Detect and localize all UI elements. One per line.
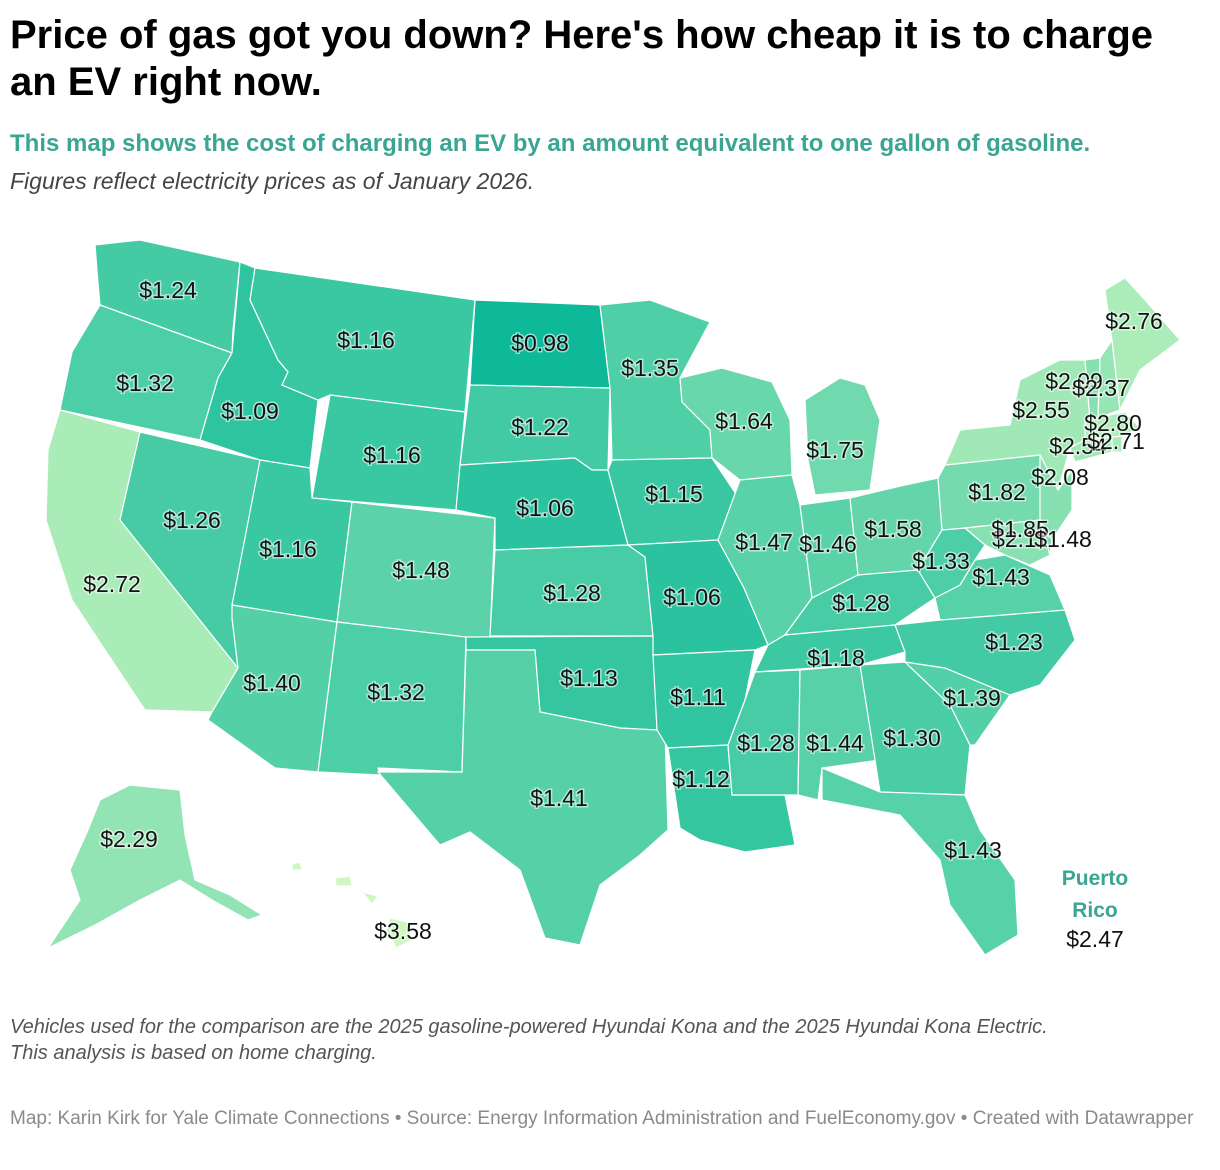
state-label-AK: $2.29 bbox=[100, 826, 158, 852]
state-label-NM: $1.32 bbox=[367, 679, 425, 705]
state-label-UT: $1.16 bbox=[259, 536, 317, 562]
puerto-rico-callout: Puerto Rico $2.47 bbox=[1062, 867, 1129, 952]
state-label-MS: $1.28 bbox=[737, 730, 795, 756]
state-label-CT: $2.54 bbox=[1049, 433, 1107, 459]
state-label-RI: $2.71 bbox=[1087, 428, 1145, 454]
state-label-ID: $1.09 bbox=[221, 398, 279, 424]
us-choropleth-map: $1.24 $1.32 $2.72 $1.26 $1.09 $1.16 $1.16 $1.16… bbox=[45, 239, 1181, 956]
state-label-KY: $1.28 bbox=[832, 590, 890, 616]
puerto-rico-name-line2: Rico bbox=[1072, 899, 1118, 922]
state-label-WV: $1.33 bbox=[912, 548, 970, 574]
state-label-CA: $2.72 bbox=[83, 571, 141, 597]
state-label-MA: $2.80 bbox=[1084, 410, 1142, 436]
state-label-AR: $1.11 bbox=[670, 684, 726, 710]
puerto-rico-name: Puerto bbox=[1062, 867, 1129, 890]
state-label-VA: $1.43 bbox=[972, 564, 1030, 590]
state-label-MD: $2.11 bbox=[992, 526, 1048, 552]
state-label-NC: $1.23 bbox=[985, 629, 1043, 655]
state-label-WY: $1.16 bbox=[363, 442, 421, 468]
state-label-LA: $1.12 bbox=[672, 766, 730, 792]
state-label-VT: $2.09 bbox=[1045, 368, 1103, 394]
state-label-ND: $0.98 bbox=[511, 330, 569, 356]
state-shape-MA[interactable] bbox=[1084, 411, 1142, 441]
state-label-GA: $1.30 bbox=[883, 725, 941, 751]
map-subtitle: This map shows the cost of charging an E… bbox=[10, 130, 1091, 157]
state-label-OK: $1.13 bbox=[560, 665, 618, 691]
state-label-MT: $1.16 bbox=[337, 327, 395, 353]
state-label-IL: $1.47 bbox=[735, 529, 793, 555]
state-label-DE: $1.85 bbox=[991, 516, 1049, 542]
state-label-MI: $1.75 bbox=[806, 437, 864, 463]
state-label-TX: $1.41 bbox=[530, 785, 588, 811]
state-label-WA: $1.24 bbox=[139, 277, 197, 303]
state-shape-DE[interactable] bbox=[1039, 519, 1053, 556]
state-label-SD: $1.22 bbox=[511, 414, 569, 440]
map-title: Price of gas got you down? Here's how ch… bbox=[10, 13, 1154, 104]
state-shape-FL[interactable] bbox=[821, 767, 1019, 956]
state-shape-HI[interactable] bbox=[291, 861, 413, 949]
state-shapes bbox=[45, 239, 1181, 956]
state-label-IN: $1.46 bbox=[799, 531, 857, 557]
state-label-CO: $1.48 bbox=[392, 557, 450, 583]
state-label-NV: $1.26 bbox=[163, 507, 221, 533]
state-label-AL: $1.44 bbox=[806, 730, 864, 756]
state-label-NE: $1.06 bbox=[516, 495, 574, 521]
state-label-ME: $2.76 bbox=[1105, 308, 1163, 334]
note-home-charging: This analysis is based on home charging. bbox=[10, 1042, 377, 1064]
state-label-NJ: $2.08 bbox=[1031, 464, 1089, 490]
note-vehicles: Vehicles used for the comparison are the… bbox=[10, 1016, 1048, 1038]
state-label-KS: $1.28 bbox=[543, 580, 601, 606]
state-shape-MT[interactable] bbox=[249, 267, 476, 413]
state-label-FL: $1.43 bbox=[944, 837, 1002, 863]
state-shape-MI[interactable] bbox=[804, 377, 881, 496]
map-description: Figures reflect electricity prices as of… bbox=[10, 168, 535, 194]
state-label-MO: $1.06 bbox=[663, 584, 721, 610]
puerto-rico-value: $2.47 bbox=[1066, 926, 1124, 952]
state-value-labels: $1.24 $1.32 $2.72 $1.26 $1.09 $1.16 $1.16 $1.16… bbox=[82, 276, 1165, 946]
state-label-OH: $1.58 bbox=[864, 516, 922, 542]
state-label-DC: $1.48 bbox=[1034, 526, 1092, 552]
state-label-WI: $1.64 bbox=[715, 408, 773, 434]
state-label-NH: $2.37 bbox=[1072, 375, 1130, 401]
state-shape-TX[interactable] bbox=[376, 649, 669, 946]
state-label-HI: $3.58 bbox=[374, 918, 432, 944]
state-shape-ME[interactable] bbox=[1104, 277, 1181, 413]
state-label-MN: $1.35 bbox=[621, 355, 679, 381]
state-label-TN: $1.18 bbox=[807, 645, 865, 671]
map-notes: Vehicles used for the comparison are the… bbox=[10, 1014, 1200, 1066]
state-label-AZ: $1.40 bbox=[243, 670, 301, 696]
state-label-PA: $1.82 bbox=[968, 479, 1026, 505]
state-label-SC: $1.39 bbox=[943, 685, 1001, 711]
state-label-IA: $1.15 bbox=[645, 481, 703, 507]
map-credit: Map: Karin Kirk for Yale Climate Connect… bbox=[10, 1108, 1194, 1129]
state-label-NY: $2.55 bbox=[1012, 397, 1070, 423]
state-shape-AK[interactable] bbox=[46, 784, 264, 950]
state-label-OR: $1.32 bbox=[116, 370, 174, 396]
